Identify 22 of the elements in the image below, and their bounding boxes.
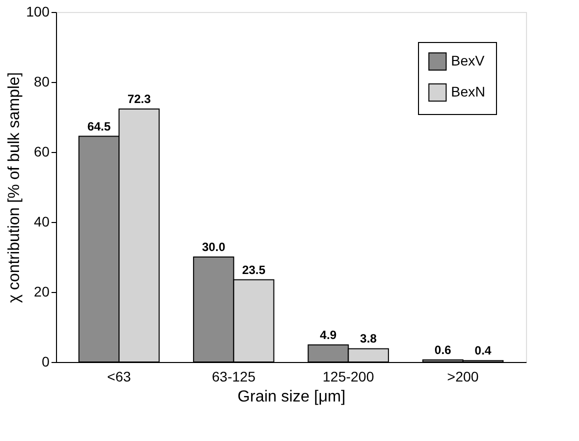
x-tick-label: <63 xyxy=(107,368,132,384)
x-tick-label: 125-200 xyxy=(322,368,374,384)
data-label: 64.5 xyxy=(87,119,111,134)
y-tick-label: 0 xyxy=(42,354,50,370)
x-tick-label: 63-125 xyxy=(212,368,256,384)
x-tick-label: >200 xyxy=(447,368,479,384)
y-tick-label: 20 xyxy=(34,284,50,300)
data-label: 3.8 xyxy=(360,332,378,346)
y-tick-label: 80 xyxy=(34,74,50,90)
data-label: 23.5 xyxy=(242,262,266,277)
y-axis-title: χ contribution [% of bulk sample] xyxy=(6,72,24,303)
data-label: 30.0 xyxy=(202,240,226,254)
data-label: 0.4 xyxy=(474,344,492,358)
data-label: 0.6 xyxy=(434,342,452,357)
x-axis-title: Grain size [μm] xyxy=(238,388,346,406)
data-label: 4.9 xyxy=(320,328,337,342)
data-label: 72.3 xyxy=(127,92,152,106)
y-tick-label: 40 xyxy=(34,214,50,230)
y-tick-label: 60 xyxy=(34,144,50,160)
legend-label: BexV xyxy=(451,52,486,68)
legend-label: BexN xyxy=(451,84,486,100)
y-tick-label: 100 xyxy=(26,4,50,20)
